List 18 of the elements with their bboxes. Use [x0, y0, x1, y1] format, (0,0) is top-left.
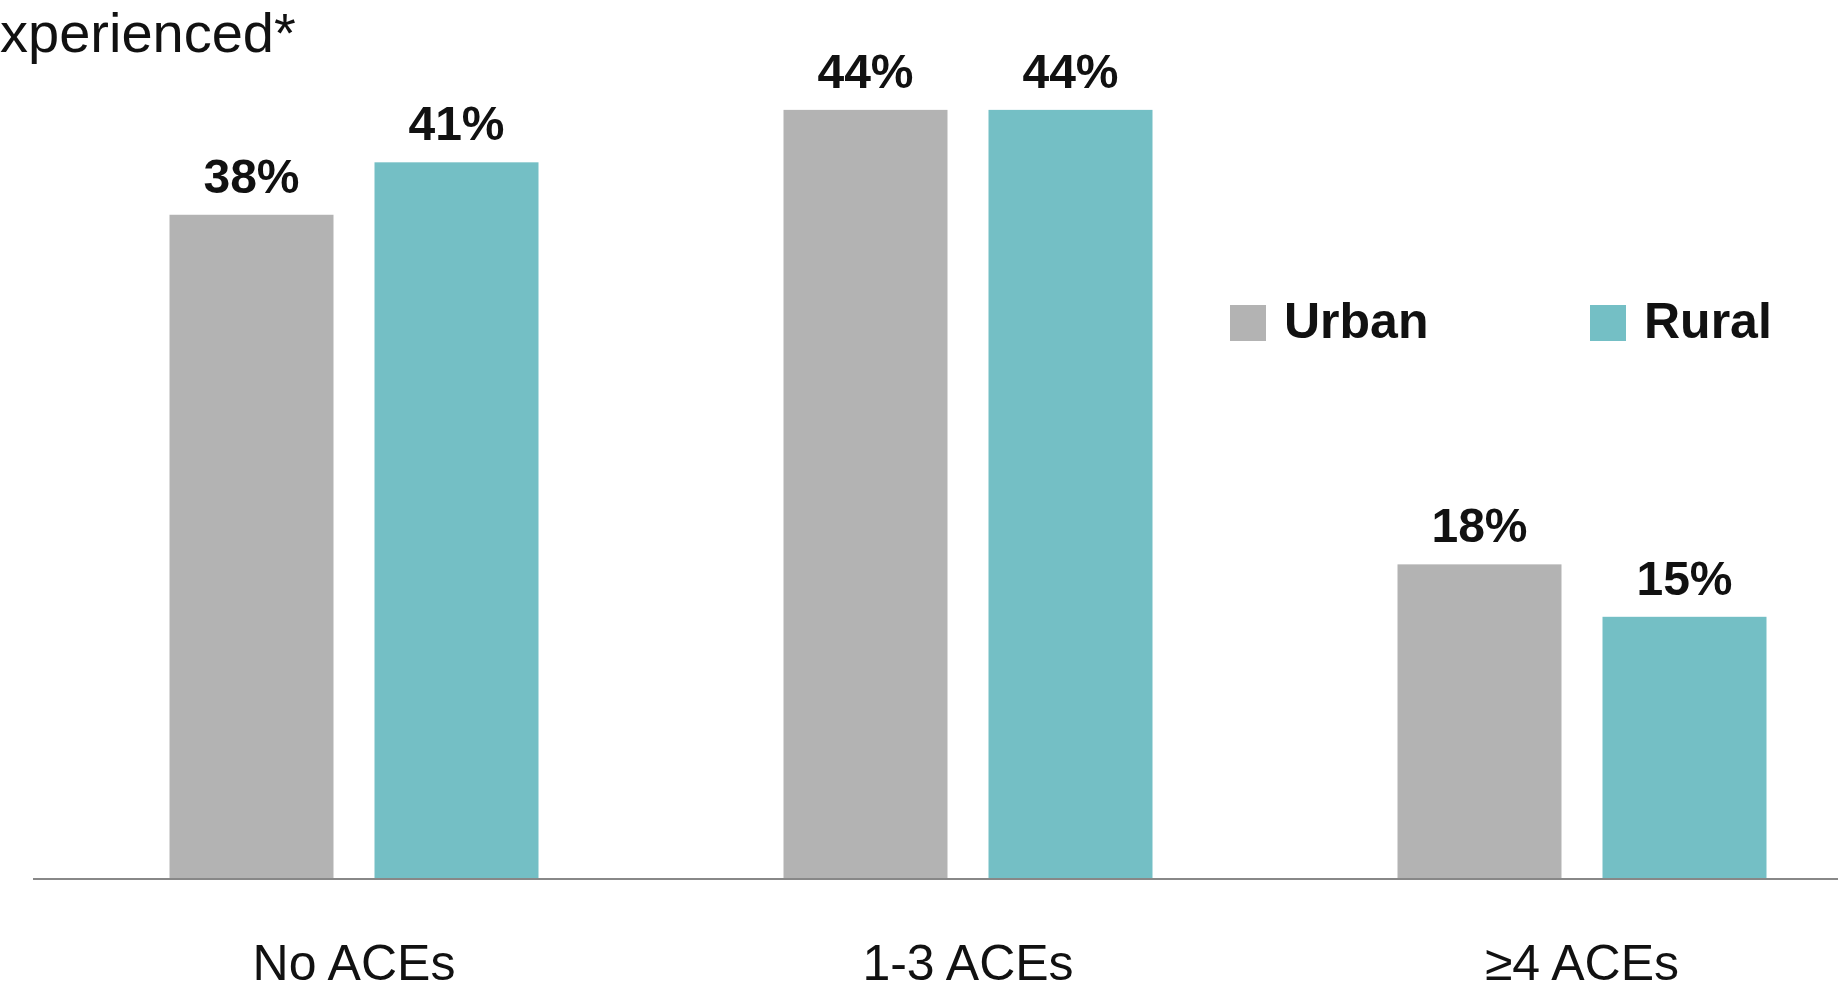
chart-title: xperienced*: [0, 1, 296, 64]
bar: [1602, 616, 1767, 879]
data-label: 18%: [1431, 499, 1528, 553]
data-label: 41%: [408, 97, 505, 151]
data-label: 15%: [1636, 551, 1733, 605]
data-label: 44%: [817, 44, 914, 98]
legend-label: Urban: [1284, 293, 1429, 349]
bar: [783, 109, 948, 879]
bar: [169, 214, 334, 879]
legend-label: Rural: [1644, 293, 1772, 349]
data-label: 38%: [203, 149, 300, 203]
x-tick-label: 1-3 ACEs: [862, 935, 1074, 991]
bar: [1397, 564, 1562, 879]
bar: [988, 109, 1153, 879]
data-label: 44%: [1022, 44, 1119, 98]
bar: [374, 162, 539, 879]
x-tick-label: ≥4 ACEs: [1484, 935, 1680, 991]
x-tick-label: No ACEs: [252, 935, 456, 991]
